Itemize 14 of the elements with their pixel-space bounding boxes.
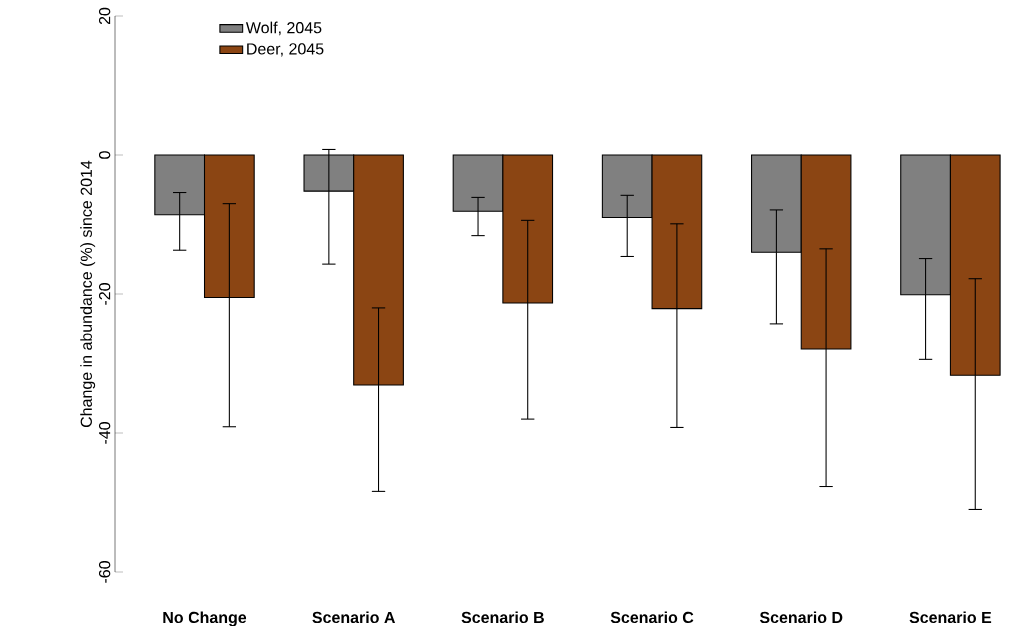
x-tick-label: Scenario B	[461, 611, 544, 624]
y-tick-label: 20	[98, 7, 111, 25]
x-tick-label: Scenario D	[759, 611, 843, 624]
y-tick-label: -60	[98, 561, 111, 583]
y-tick-label: -20	[98, 283, 111, 305]
y-axis-title: Change in abundance (%) since 2014	[80, 160, 96, 428]
y-tick-label: -40	[98, 422, 111, 444]
y-tick-label: 0	[98, 151, 111, 159]
x-tick-label: Scenario E	[909, 611, 992, 624]
x-tick-label: No Change	[163, 611, 247, 626]
x-tick-label: Scenario A	[312, 611, 396, 624]
legend-label: Wolf, 2045	[245, 21, 322, 36]
x-tick-label: Scenario C	[610, 611, 694, 624]
legend-label: Deer, 2045	[247, 43, 324, 57]
